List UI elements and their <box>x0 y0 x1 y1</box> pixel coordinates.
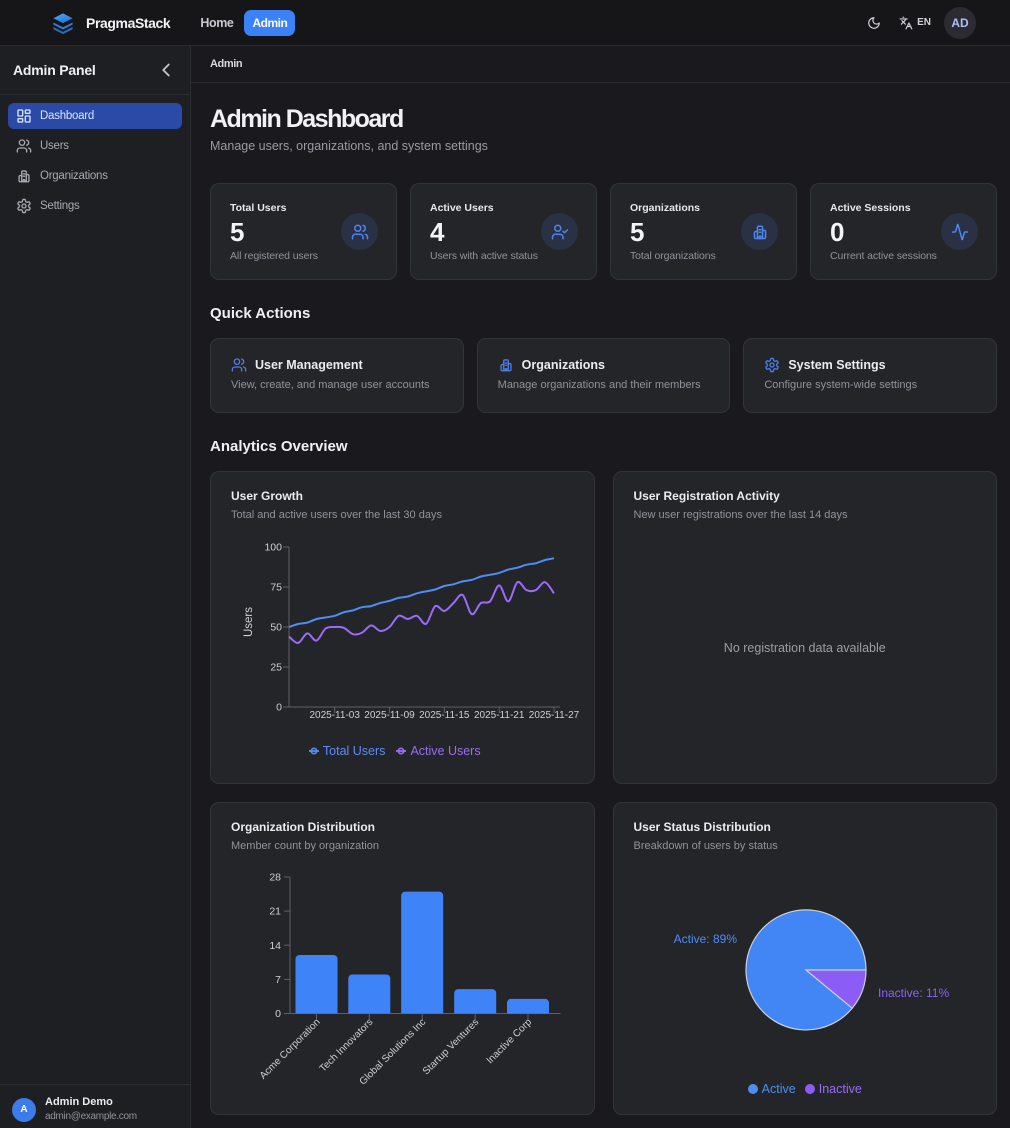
svg-text:100: 100 <box>264 542 282 554</box>
svg-text:21: 21 <box>269 906 281 918</box>
svg-text:25: 25 <box>270 662 282 674</box>
svg-text:Tech Innovators: Tech Innovators <box>318 1017 376 1075</box>
svg-text:2025-11-15: 2025-11-15 <box>419 710 470 721</box>
svg-text:14: 14 <box>269 940 281 952</box>
svg-text:0: 0 <box>276 702 282 714</box>
svg-text:Active: 89%: Active: 89% <box>673 932 737 946</box>
svg-text:Acme Corporation: Acme Corporation <box>258 1017 323 1082</box>
svg-text:Startup Ventures: Startup Ventures <box>421 1017 481 1077</box>
svg-text:28: 28 <box>269 872 281 884</box>
svg-text:2025-11-27: 2025-11-27 <box>529 710 580 721</box>
svg-text:Inactive: 11%: Inactive: 11% <box>878 986 949 1000</box>
svg-text:7: 7 <box>275 974 281 986</box>
svg-text:2025-11-21: 2025-11-21 <box>474 710 525 721</box>
svg-text:Users: Users <box>243 607 255 637</box>
svg-text:Inactive Corp: Inactive Corp <box>485 1017 535 1067</box>
svg-text:2025-11-03: 2025-11-03 <box>309 710 360 721</box>
svg-text:50: 50 <box>270 622 282 634</box>
svg-text:0: 0 <box>275 1008 281 1020</box>
svg-text:75: 75 <box>270 582 282 594</box>
svg-text:2025-11-09: 2025-11-09 <box>364 710 415 721</box>
